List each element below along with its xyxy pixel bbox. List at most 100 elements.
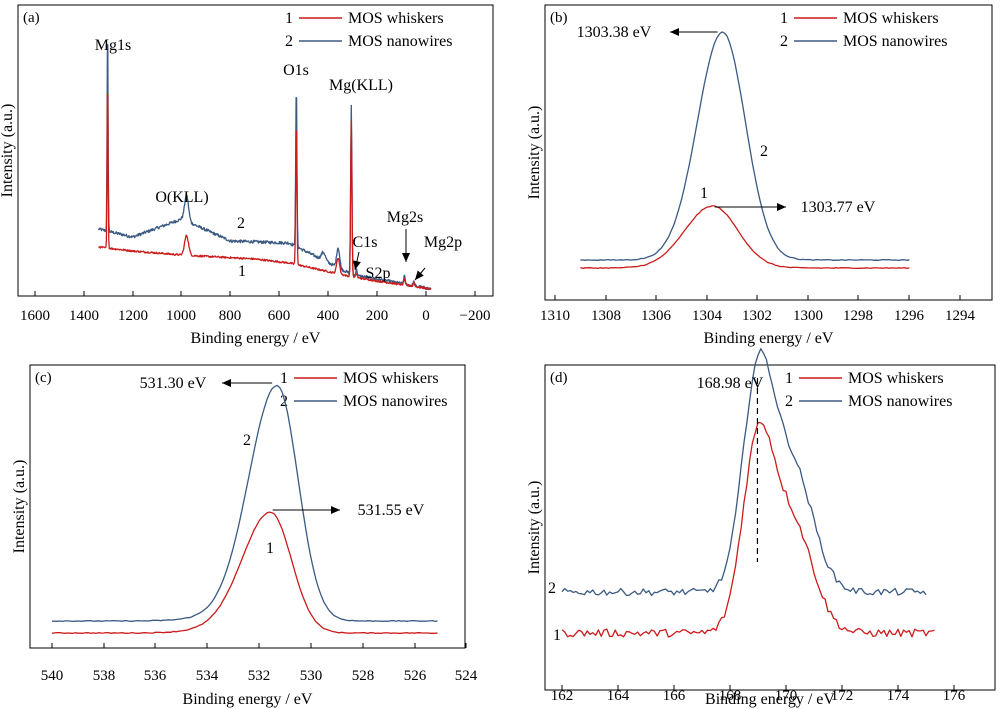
- panel-a-ylabel: Intensity (a.u.): [0, 104, 16, 198]
- panel-d-legend-number-2: 2: [785, 393, 793, 410]
- panel-c-xtick-label: 528: [352, 668, 375, 684]
- panel-d-legend-label-2: MOS nanowires: [848, 393, 952, 410]
- panel-b-xtick-label: 1300: [793, 308, 823, 324]
- panel-d-curve-label-2: 2: [548, 580, 556, 597]
- panel-b-xtick-label: 1302: [742, 308, 772, 324]
- panel-b-series-2-line: [580, 31, 910, 262]
- panel-a-legend-number-1: 1: [285, 10, 293, 27]
- panel-d-series-1-line: [561, 421, 935, 638]
- panel-d-xtick-label: 172: [831, 688, 854, 704]
- panel-d-xtick-label: 174: [887, 688, 910, 704]
- panel-d-ylabel: Intensity (a.u.): [526, 481, 543, 575]
- panel-a-xtick-label: 1400: [69, 308, 99, 324]
- panel-a-legend-label-2: MOS nanowires: [348, 33, 452, 50]
- panel-a-arrow-mg2s-head: [402, 253, 410, 262]
- panel-d-label: (d): [550, 370, 568, 386]
- panel-a-xtick-label: 0: [422, 308, 430, 324]
- panel-c-label: (c): [35, 370, 52, 386]
- panel-c-legend-label-2: MOS nanowires: [343, 393, 447, 410]
- panel-c-curve-label-1: 1: [266, 540, 274, 557]
- panel-a-xtick-label: 400: [317, 308, 340, 324]
- panel-b-legend-label-1: MOS whiskers: [843, 10, 939, 27]
- panel-d-xtick-label: 168: [719, 688, 742, 704]
- panel-a-legend-label-1: MOS whiskers: [348, 10, 444, 27]
- panel-a-legend-number-2: 2: [285, 33, 293, 50]
- panel-b-xtick-label: 1310: [540, 308, 570, 324]
- panel-b-legend-label-2: MOS nanowires: [843, 33, 947, 50]
- panel-a-xtick-label: 200: [366, 308, 389, 324]
- panel-a-curve-label-2: 2: [237, 215, 245, 232]
- panel-c-arrow-nanowires-head: [222, 379, 231, 387]
- panel-b-arrow-nanowires-head: [670, 28, 679, 36]
- panel-d-legend-number-1: 1: [785, 370, 793, 387]
- panel-d-curve-label-1: 1: [553, 627, 561, 644]
- panel-c-xtick-label: 538: [93, 668, 116, 684]
- panel-a-arrow-c1s-head: [353, 260, 361, 270]
- panel-d-xtick-label: 162: [551, 688, 574, 704]
- panel-d-series-2-line: [561, 348, 927, 597]
- panel-b-legend-number-2: 2: [780, 33, 788, 50]
- panel-a-xtick-label: 600: [268, 308, 291, 324]
- panel-c-legend-number-1: 1: [280, 370, 288, 387]
- panel-b-xlabel: Binding energy / eV: [704, 330, 834, 347]
- panel-b-xtick-label: 1296: [894, 308, 925, 324]
- panel-a-peak-label: Mg(KLL): [329, 77, 393, 94]
- panel-b-curve-label-1: 1: [700, 185, 708, 202]
- panel-c-xtick-label: 534: [196, 668, 219, 684]
- panel-a-xtick-label: −200: [460, 308, 491, 324]
- panel-d-xtick-label: 164: [607, 688, 630, 704]
- panel-a-peak-label: C1s: [353, 234, 378, 251]
- panel-b-legend-number-1: 1: [780, 10, 788, 27]
- panel-a-peak-label: O1s: [283, 62, 309, 79]
- panel-b-xtick-label: 1304: [692, 308, 723, 324]
- panel-a-xtick-label: 1600: [20, 308, 50, 324]
- panel-c-xtick-label: 532: [248, 668, 271, 684]
- panel-a-label: (a): [23, 10, 40, 26]
- panel-a-peak-label: Mg2s: [387, 209, 423, 226]
- panel-a-axes-frame: [17, 4, 494, 297]
- panel-b-series-1-line: [580, 205, 910, 270]
- panel-c-annotation-2: 531.55 eV: [358, 502, 425, 519]
- panel-b-annotation-1: 1303.38 eV: [577, 24, 652, 41]
- panel-b-label: (b): [550, 10, 568, 26]
- panel-d-annotation-1: 168.98 eV: [697, 375, 764, 392]
- panel-a-series-1-line: [98, 92, 432, 291]
- panel-b-curve-label-2: 2: [760, 143, 768, 160]
- panel-d-legend-label-1: MOS whiskers: [848, 370, 944, 387]
- panel-c-annotation-1: 531.30 eV: [140, 375, 207, 392]
- panel-a-peak-label: O(KLL): [155, 189, 208, 206]
- panel-c-curve-label-2: 2: [243, 432, 251, 449]
- panel-a-xtick-label: 1200: [118, 308, 148, 324]
- panel-b-axes-frame: [544, 4, 993, 301]
- panel-d-xtick-label: 176: [943, 688, 966, 704]
- panel-a-xtick-label: 800: [219, 308, 242, 324]
- panel-c-axes-frame: [29, 364, 466, 649]
- panel-a-xtick-label: 1000: [166, 308, 196, 324]
- panel-b-xtick-label: 1308: [591, 308, 621, 324]
- panel-c-xtick-label: 530: [300, 668, 323, 684]
- panel-c-xtick-label: 540: [41, 668, 64, 684]
- panel-a-peak-label: Mg1s: [95, 37, 131, 54]
- panel-c-xtick-label: 536: [144, 668, 167, 684]
- panel-c-xlabel: Binding energy / eV: [183, 691, 313, 708]
- panel-c-arrow-whiskers-head: [331, 506, 340, 514]
- panel-a-xlabel: Binding energy / eV: [191, 330, 321, 347]
- panel-c-legend-label-1: MOS whiskers: [343, 370, 439, 387]
- panel-b-xtick-label: 1306: [641, 308, 672, 324]
- panel-d-xtick-label: 166: [663, 688, 686, 704]
- panel-b-annotation-2: 1303.77 eV: [801, 199, 876, 216]
- panel-c-xtick-label: 524: [455, 668, 478, 684]
- panel-a-arrow-mg2p-head: [415, 270, 424, 280]
- panel-c-xtick-label: 526: [404, 668, 427, 684]
- panel-c-legend-number-2: 2: [280, 393, 288, 410]
- panel-b-ylabel: Intensity (a.u.): [526, 106, 543, 200]
- panel-a-peak-label: S2p: [366, 265, 391, 282]
- panel-b-arrow-whiskers-head: [777, 203, 786, 211]
- panel-c-series-2-line: [51, 384, 438, 623]
- panel-b-xtick-label: 1294: [945, 308, 976, 324]
- panel-c-ylabel: Intensity (a.u.): [11, 460, 28, 554]
- panel-d-xtick-label: 170: [775, 688, 798, 704]
- panel-a-peak-label: Mg2p: [424, 234, 462, 251]
- panel-a-series-2-line: [97, 43, 432, 291]
